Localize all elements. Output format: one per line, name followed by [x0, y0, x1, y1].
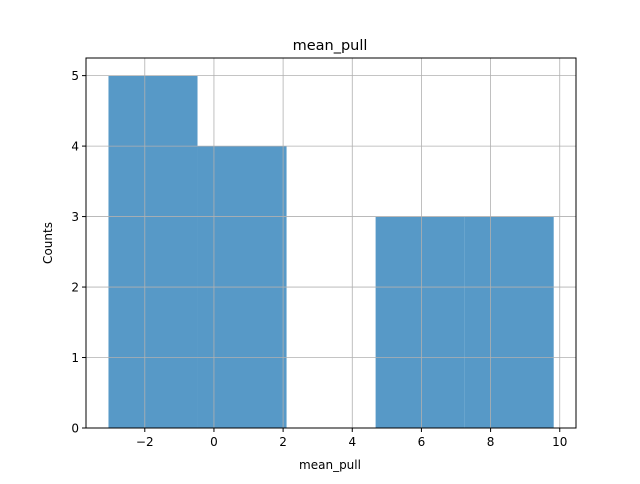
- plot-frame: [85, 57, 577, 429]
- y-tick-label-2: 2: [71, 281, 79, 295]
- x-tick-label-4: 6: [418, 435, 426, 449]
- chart-title: mean_pull: [293, 38, 368, 54]
- y-tick-label-4: 4: [71, 140, 79, 154]
- y-tick-label-3: 3: [71, 210, 79, 224]
- histogram-bar-0: [108, 75, 198, 428]
- y-axis-label: Counts: [41, 222, 55, 264]
- y-tick-label-5: 5: [71, 69, 79, 83]
- ticks-layer: −2 0 2 4 6 8 10 0 1 2 3 4 5: [71, 69, 567, 449]
- histogram-bar-4: [464, 216, 554, 428]
- y-tick-label-0: 0: [71, 422, 79, 436]
- x-tick-label-1: 0: [210, 435, 218, 449]
- histogram-bar-3: [375, 216, 465, 428]
- x-tick-label-5: 8: [487, 435, 495, 449]
- x-tick-label-0: −2: [136, 435, 154, 449]
- x-tick-label-2: 2: [279, 435, 287, 449]
- x-tick-label-3: 4: [348, 435, 356, 449]
- x-axis-label: mean_pull: [299, 458, 361, 472]
- bars-layer: [108, 75, 554, 428]
- x-tick-label-6: 10: [552, 435, 567, 449]
- y-tick-label-1: 1: [71, 351, 79, 365]
